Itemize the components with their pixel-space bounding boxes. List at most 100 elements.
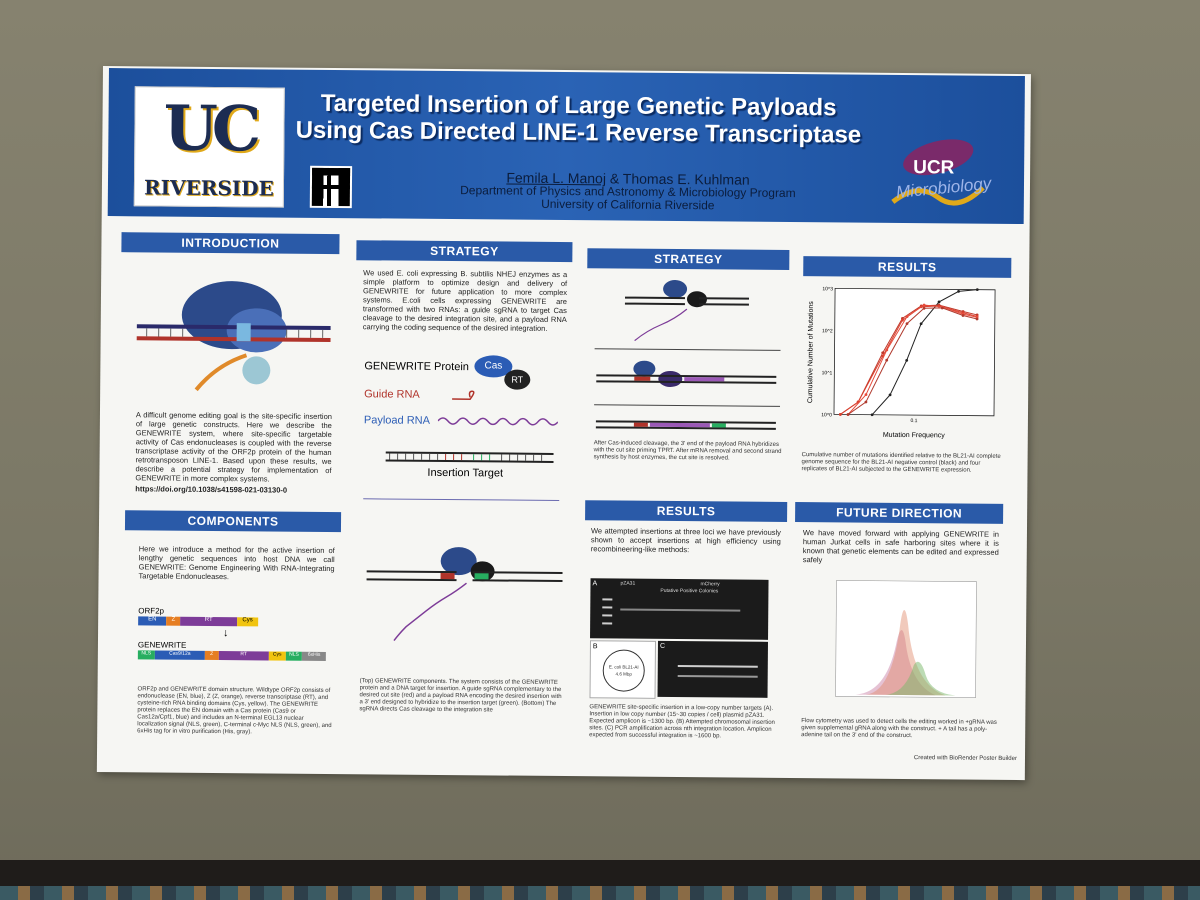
chart-point xyxy=(905,315,909,319)
strategy-header-2: STRATEGY xyxy=(587,248,790,270)
insertion-target-dna xyxy=(385,451,554,463)
flow-cytometry-plot xyxy=(835,580,977,698)
genewrite-domain-nls2: NLS xyxy=(285,651,303,661)
strategy-divider xyxy=(363,498,560,501)
strategy-header-1: STRATEGY xyxy=(356,240,573,263)
chart-y-tick: 10^2 xyxy=(822,328,833,334)
gel-a-title1: pZA31 xyxy=(620,580,636,587)
carpet-strip xyxy=(0,886,1200,900)
ucr-microbiology-logo xyxy=(891,139,985,206)
chart-x-label: Mutation Frequency xyxy=(883,432,945,440)
cas-cleavage-diagram xyxy=(366,547,563,642)
chart-point xyxy=(901,318,904,322)
plasmid-label: E. coli BL21-AI 4.6 Mbp xyxy=(608,664,639,677)
poster-title: Targeted Insertion of Large Genetic Payl… xyxy=(288,90,868,149)
chart-point xyxy=(975,317,979,321)
future-caption: Flow cytometry was used to detect cells … xyxy=(801,718,997,740)
genewrite-label: GENEWRITE xyxy=(137,640,187,650)
components-caption: ORF2p and GENEWRITE domain structure. Wi… xyxy=(137,686,332,736)
chart-series-line-3 xyxy=(847,304,978,415)
genewrite-domain-nls1: NLS xyxy=(137,650,155,660)
strategy-body: We used E. coli expressing B. subtilis N… xyxy=(362,268,568,333)
strategy-caption-2: After Cas-induced cleavage, the 3' end o… xyxy=(593,440,782,462)
future-body: We have moved forward with applying GENE… xyxy=(802,528,999,565)
gel-c-label: C xyxy=(659,642,666,650)
chart-point xyxy=(922,303,926,307)
authors-block: Femila L. Manoj & Thomas E. Kuhlman Depa… xyxy=(408,170,848,214)
insertion-target-label: Insertion Target xyxy=(427,466,504,480)
mutations-chart: Cumulative Number of Mutations Mutation … xyxy=(807,286,996,440)
components-header: COMPONENTS xyxy=(124,510,342,533)
strategy-caption-1: (Top) GENEWRITE components. The system c… xyxy=(359,678,562,714)
logo-uc-text: UC xyxy=(163,91,256,166)
chart-plot-area xyxy=(833,287,996,417)
genewrite-domain-cas: Cas9/12a xyxy=(154,650,206,660)
genewrite-domain-bar: NLS Cas9/12a Z RT Cys NLS 6xHis xyxy=(137,650,326,661)
chart-point xyxy=(870,413,874,417)
chart-point xyxy=(937,300,941,304)
orf2p-domain-cys: Cys xyxy=(236,617,259,627)
gel-image-c: C xyxy=(657,640,769,698)
orf2p-domain-z: Z xyxy=(166,616,181,626)
components-body: Here we introduce a method for the activ… xyxy=(138,544,335,582)
poster-footer: Created with BioRender Poster Builder xyxy=(913,755,1018,763)
chart-point xyxy=(975,288,979,292)
introduction-illustration xyxy=(136,281,331,392)
chart-point xyxy=(864,393,868,397)
poster: UC RIVERSIDE Targeted Insertion of Large… xyxy=(96,66,1031,781)
orf2p-domain-en: EN xyxy=(138,616,167,626)
results-body-2: We attempted insertions at three loci we… xyxy=(590,526,781,555)
ucr-logo-text: UCR xyxy=(913,157,955,179)
gel-a-title2: mCherry xyxy=(700,581,720,588)
chart-point xyxy=(922,306,926,310)
chart-y-tick: 10^3 xyxy=(822,286,833,292)
arrow-down-icon: ↓ xyxy=(223,627,229,640)
chart-point xyxy=(846,413,850,416)
title-line-2: Using Cas Directed LINE-1 Reverse Transc… xyxy=(295,116,862,149)
future-header: FUTURE DIRECTION xyxy=(795,502,1004,524)
chart-point xyxy=(881,351,885,355)
chart-x-tick: 0.1 xyxy=(910,418,917,424)
genewrite-domain-rt: RT xyxy=(218,651,269,661)
tprt-diagram xyxy=(594,280,781,430)
results-header-1: RESULTS xyxy=(803,256,1012,278)
results-caption-2: GENEWRITE site-specific insertion in a l… xyxy=(589,704,775,740)
legend-rt-shape: RT xyxy=(504,369,531,390)
legend-protein-label: GENEWRITE Protein xyxy=(364,360,469,374)
chart-point xyxy=(885,348,889,352)
results-header-2: RESULTS xyxy=(585,500,788,522)
orf2p-domain-bar: EN Z RT Cys xyxy=(138,616,259,627)
guide-rna-icon xyxy=(452,390,475,400)
orf2p-label: ORF2p xyxy=(138,606,165,616)
gel-b-label: B xyxy=(592,643,598,651)
chart-point xyxy=(888,393,892,397)
introduction-body: A difficult genome editing goal is the s… xyxy=(135,410,332,484)
chart-point xyxy=(919,322,923,326)
gel-image-a: A pZA31 mCherry Putative Positive Coloni… xyxy=(590,578,769,640)
legend-guide-label: Guide RNA xyxy=(364,388,420,401)
genewrite-domain-z: Z xyxy=(204,650,219,661)
chart-y-tick: 10^0 xyxy=(821,412,832,418)
gel-a-label: A xyxy=(592,580,598,588)
results-caption-1: Cumulative number of mutations identifie… xyxy=(801,452,1001,474)
genewrite-domain-cys: Cys xyxy=(268,651,286,661)
qr-code[interactable] xyxy=(309,165,353,209)
payload-rna-icon xyxy=(437,417,558,426)
chart-y-label: Cumulative Number of Mutations xyxy=(807,301,815,403)
introduction-header: INTRODUCTION xyxy=(121,232,340,255)
chart-point xyxy=(838,413,842,416)
uc-riverside-logo: UC RIVERSIDE xyxy=(133,86,285,208)
chart-point xyxy=(864,400,868,404)
chart-point xyxy=(905,322,909,326)
orf2p-domain-rt: RT xyxy=(180,616,238,627)
introduction-doi[interactable]: https://doi.org/10.1038/s41598-021-03130… xyxy=(135,484,288,495)
chart-point xyxy=(885,358,889,362)
chart-series-line-4 xyxy=(847,307,978,415)
logo-riverside-text: RIVERSIDE xyxy=(143,175,274,201)
plasmid-map-b: B E. coli BL21-AI 4.6 Mbp xyxy=(589,640,657,699)
chart-point xyxy=(940,306,944,310)
chart-point xyxy=(905,358,909,362)
chart-point xyxy=(957,289,960,293)
legend-payload-label: Payload RNA xyxy=(363,414,431,427)
gel-a-subtitle: Putative Positive Colonies xyxy=(660,587,719,595)
